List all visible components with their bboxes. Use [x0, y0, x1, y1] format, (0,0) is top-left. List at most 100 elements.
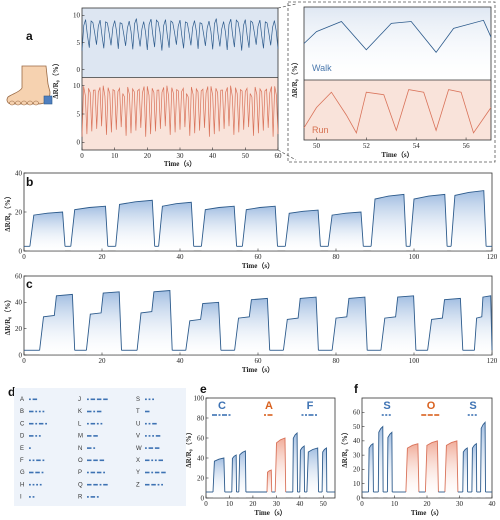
morse-dot — [87, 496, 89, 498]
run-series-line — [81, 85, 279, 137]
morse-dot — [29, 496, 31, 498]
toe — [15, 100, 21, 106]
morse-letter-U: U — [136, 421, 140, 427]
morse-letter-K: K — [78, 409, 82, 415]
morse-letter-W: W — [136, 446, 142, 452]
e-pulse-fill — [238, 451, 246, 498]
e-ytick-label: 0 — [201, 494, 205, 502]
f-ytick-label: 60 — [353, 409, 361, 417]
morse-dot — [38, 435, 41, 437]
walk-background — [82, 8, 278, 77]
zoom-walk-background — [304, 7, 491, 80]
f-xtick-label: 20 — [424, 500, 432, 508]
morse-dot — [87, 398, 89, 401]
morse-dot — [96, 422, 99, 425]
b-xtick-label: 100 — [409, 253, 420, 261]
morse-letter-I: I — [20, 495, 22, 501]
morse-dash — [145, 483, 150, 486]
panel-letter-c: c — [26, 277, 33, 291]
e-pulse-line — [238, 450, 247, 493]
morse-dot — [87, 471, 89, 474]
e-pulse-fill — [275, 438, 286, 498]
a-main-xtick-label: 60 — [275, 152, 283, 160]
morse-dot — [38, 410, 41, 413]
morse-dash — [93, 459, 98, 462]
e-pulse-line — [212, 457, 226, 493]
f-pulse-line — [386, 431, 393, 493]
c-xtick-label: 60 — [255, 357, 263, 365]
morse-dot — [29, 398, 31, 401]
morse-dot — [148, 435, 151, 437]
morse-dash — [96, 398, 102, 401]
a-main-xtick-label: 40 — [209, 152, 217, 160]
b-pulse-line — [370, 193, 407, 247]
e-ytick-label: 40 — [197, 454, 205, 462]
morse-letter-D: D — [20, 434, 25, 440]
e-xtick-label: 40 — [296, 500, 304, 508]
c-xtick-label: 80 — [333, 357, 341, 365]
morse-letter-H: H — [20, 482, 24, 488]
morse-letter-S: S — [136, 397, 140, 403]
c-ytick-label: 0 — [19, 351, 23, 359]
b-xtick-label: 0 — [22, 253, 26, 261]
e-pulse-fill — [231, 455, 237, 498]
morse-letter-Q: Q — [78, 482, 83, 488]
f-ylabel: ΔR/R₀（%） — [341, 428, 349, 468]
morse-dot — [161, 483, 163, 486]
morse-letter-A: A — [20, 397, 24, 403]
morse-letter-M: M — [78, 434, 83, 440]
c-xtick-label: 20 — [99, 357, 107, 365]
zoom-frame — [287, 1, 496, 163]
f-pulse-line — [480, 421, 486, 493]
f-morse-dot — [467, 414, 470, 416]
f-morse-dash — [421, 414, 427, 416]
toe — [33, 100, 39, 106]
panel-letter-b: b — [26, 175, 33, 189]
c-xtick-label: 40 — [177, 357, 185, 365]
morse-dash — [151, 483, 156, 486]
e-morse-dot — [305, 414, 307, 416]
e-letter-A: A — [265, 400, 273, 412]
a-bottom-ytick-label: 5 — [77, 110, 81, 118]
e-xtick-label: 0 — [204, 500, 208, 508]
b-pulse-line — [409, 193, 448, 247]
e-pulse-line — [231, 454, 237, 493]
f-pulse-line — [405, 443, 420, 493]
morse-dash — [32, 398, 38, 401]
morse-letter-F: F — [20, 458, 24, 464]
panel-letter-a: a — [26, 29, 33, 43]
morse-dot — [154, 459, 157, 462]
f-pulse-fill — [368, 443, 374, 498]
f-pulse-line — [462, 447, 469, 493]
c-ytick-label: 60 — [15, 272, 23, 280]
e-pulse-line — [299, 445, 305, 493]
morse-dot — [29, 447, 31, 449]
c-pulse-fill — [427, 298, 463, 355]
c-pulse-line — [39, 293, 76, 351]
c-pulse-line — [185, 301, 222, 351]
panel-letter-d: d — [8, 385, 15, 399]
morse-dash — [93, 483, 98, 486]
morse-dot — [151, 471, 154, 474]
morse-dash — [29, 435, 34, 437]
b-pulse-line — [158, 201, 195, 247]
e-pulse-line — [266, 469, 273, 493]
sensor-patch — [43, 95, 53, 105]
morse-dash — [87, 459, 92, 462]
b-pulse-fill — [371, 194, 407, 251]
toe — [27, 100, 33, 106]
morse-letter-V: V — [136, 434, 140, 440]
morse-dash — [87, 410, 92, 413]
morse-letter-E: E — [20, 446, 24, 452]
morse-dash — [90, 398, 96, 401]
f-morse-dot — [385, 414, 388, 416]
c-xtick-label: 120 — [487, 357, 498, 365]
e-letter-C: C — [218, 400, 226, 412]
b-pulse-line — [284, 209, 321, 247]
morse-dot — [35, 422, 38, 425]
e-pulse-fill — [292, 433, 298, 498]
f-ytick-label: 40 — [353, 437, 361, 445]
panel-letter-f: f — [354, 382, 359, 396]
e-pulse-fill — [322, 448, 327, 498]
c-pulse-fill — [234, 298, 270, 355]
